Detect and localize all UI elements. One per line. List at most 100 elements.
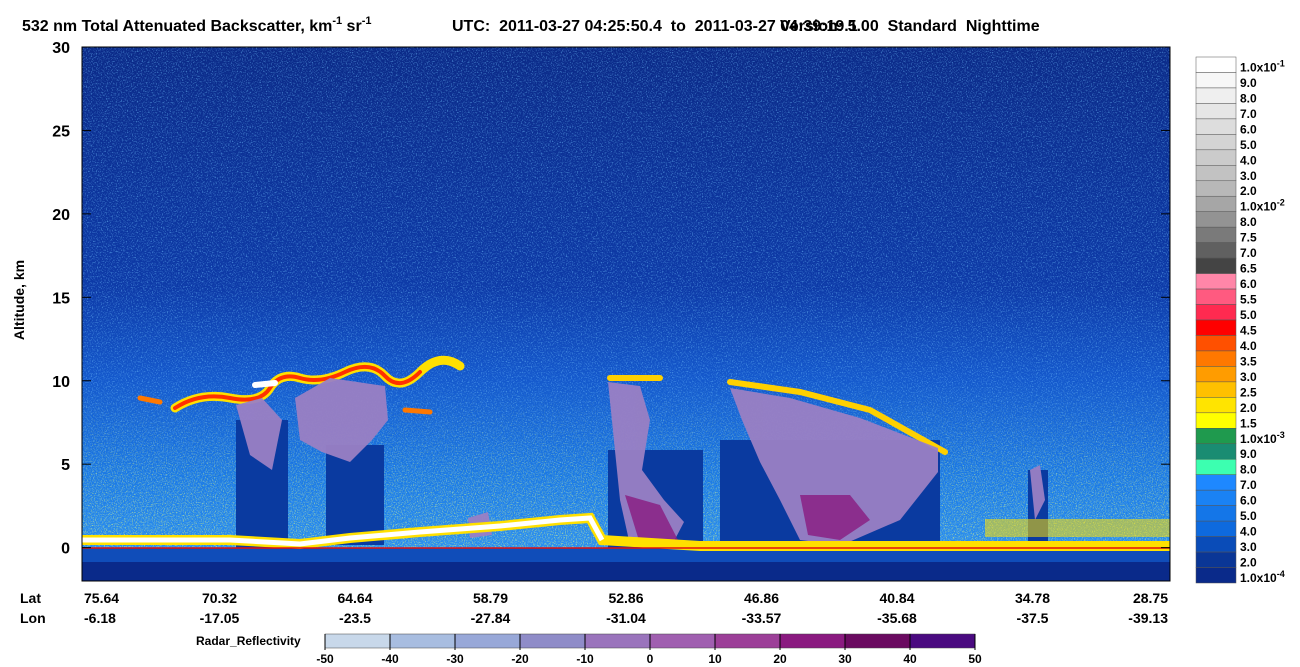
- radar-colorbar: Radar_Reflectivity -50 -40 -30 -20 -10 0 10 20 30…: [196, 633, 982, 666]
- colorbar-label-text: 9.0: [1240, 76, 1257, 90]
- x-row-name: Lon: [20, 610, 46, 626]
- y-tick-label: 25: [52, 123, 70, 140]
- colorbar-label-text: 6.0: [1240, 122, 1257, 136]
- colorbar-label-text: 3.0: [1240, 540, 1257, 554]
- colorbar-swatch: [1195, 103, 1237, 120]
- colorbar-swatch: [1195, 350, 1237, 367]
- colorbar: 1.0x10-19.08.07.06.05.04.03.02.01.0x10-2…: [1195, 56, 1285, 585]
- radar-core: [800, 495, 870, 540]
- colorbar-label-text: 5.5: [1240, 293, 1257, 307]
- attenuated-column: [326, 445, 384, 545]
- colorbar-label: 1.0x10-4: [1240, 569, 1285, 585]
- radar-core: [625, 495, 678, 544]
- colorbar-label: 8.0: [1240, 91, 1257, 105]
- radar-cores: [625, 495, 870, 544]
- radar-colorbar-tick-label: 10: [708, 652, 722, 666]
- colorbar-swatch: [1195, 149, 1237, 166]
- title-version: Version: 5.00 Standard Nighttime: [780, 18, 1040, 35]
- colorbar-label-text: 5.0: [1240, 308, 1257, 322]
- colorbar-swatch: [1195, 551, 1237, 568]
- x-tick-label: -27.84: [471, 610, 511, 626]
- radar-colorbar-swatch: [324, 633, 391, 649]
- radar-cloud: [1030, 465, 1045, 520]
- x-row-name: Lat: [20, 590, 41, 606]
- colorbar-swatch: [1195, 381, 1237, 398]
- colorbar-label: 7.0: [1240, 478, 1257, 492]
- colorbar-label: 4.0: [1240, 525, 1257, 539]
- colorbar-label-exponent: -2: [1277, 198, 1285, 208]
- radar-colorbar-tick-label: 0: [647, 652, 654, 666]
- colorbar-swatch: [1195, 366, 1237, 383]
- colorbar-swatch: [1195, 443, 1237, 460]
- plot-frame: [81, 46, 1171, 582]
- cloud-top-edge: [137, 395, 433, 415]
- backscatter-curtain: [81, 46, 1171, 582]
- radar-colorbar-swatch: [909, 633, 976, 649]
- x-axis: Lat 75.64 70.32 64.64 58.79 52.86 46.86 40.84 34…: [20, 590, 1168, 626]
- y-tick-label: 20: [52, 207, 70, 224]
- colorbar-label: 3.5: [1240, 354, 1257, 368]
- colorbar-label: 7.0: [1240, 246, 1257, 260]
- radar-cloud: [730, 388, 938, 545]
- x-tick-label: 40.84: [879, 590, 914, 606]
- title-superscript: -1: [332, 15, 342, 27]
- colorbar-label: 3.0: [1240, 540, 1257, 554]
- colorbar-label: 3.0: [1240, 169, 1257, 183]
- radar-clouds: [236, 378, 1045, 545]
- colorbar-label: 3.0: [1240, 370, 1257, 384]
- x-tick-label: 70.32: [202, 590, 237, 606]
- radar-colorbar-tick-label: -20: [511, 652, 529, 666]
- colorbar-label: 5.0: [1240, 138, 1257, 152]
- colorbar-label: 7.0: [1240, 107, 1257, 121]
- x-tick-label: 52.86: [608, 590, 643, 606]
- colorbar-label-text: 1.0x10: [1240, 200, 1277, 214]
- colorbar-swatch: [1195, 56, 1237, 73]
- colorbar-label: 5.0: [1240, 308, 1257, 322]
- cloud-top-edge: [607, 375, 948, 455]
- colorbar-swatch: [1195, 536, 1237, 553]
- x-tick-label: -6.18: [84, 610, 116, 626]
- colorbar-swatch: [1195, 257, 1237, 274]
- colorbar-label-text: 7.0: [1240, 107, 1257, 121]
- colorbar-label-text: 1.0x10: [1240, 571, 1277, 585]
- colorbar-swatch: [1195, 567, 1237, 584]
- colorbar-label: 8.0: [1240, 215, 1257, 229]
- colorbar-label: 2.0: [1240, 184, 1257, 198]
- y-tick-label: 0: [61, 541, 70, 558]
- colorbar-swatch: [1195, 428, 1237, 445]
- radar-colorbar-tick-label: 40: [903, 652, 917, 666]
- title-superscript: -1: [362, 15, 372, 27]
- colorbar-label: 1.0x10-1: [1240, 58, 1285, 74]
- colorbar-swatch: [1195, 458, 1237, 475]
- radar-colorbar-tick-label: 20: [773, 652, 787, 666]
- x-tick-label: -35.68: [877, 610, 917, 626]
- x-tick-label: 34.78: [1015, 590, 1050, 606]
- radar-colorbar-swatch: [714, 633, 781, 649]
- colorbar-swatch: [1195, 520, 1237, 537]
- colorbar-label-text: 2.0: [1240, 556, 1257, 570]
- x-tick-label: 58.79: [473, 590, 508, 606]
- y-tick-label: 15: [52, 290, 70, 307]
- cloud-top-edge: [173, 364, 422, 410]
- radar-colorbar-swatch: [454, 633, 521, 649]
- colorbar-label-text: 7.0: [1240, 246, 1257, 260]
- y-axis: 0 5 10 15 20 25 30: [52, 40, 1170, 558]
- colorbar-swatch: [1195, 118, 1237, 135]
- colorbar-swatch: [1195, 288, 1237, 305]
- colorbar-label-text: 8.0: [1240, 215, 1257, 229]
- subsurface-band: [82, 548, 1170, 562]
- radar-colorbar-swatch: [584, 633, 651, 649]
- radar-colorbar-tick-label: -50: [316, 652, 334, 666]
- colorbar-label: 9.0: [1240, 447, 1257, 461]
- radar-colorbar-swatch: [779, 633, 846, 649]
- x-tick-label: -37.5: [1017, 610, 1049, 626]
- colorbar-label: 6.5: [1240, 262, 1257, 276]
- colorbar-label-text: 1.5: [1240, 416, 1257, 430]
- x-tick-label: 28.75: [1133, 590, 1168, 606]
- colorbar-label-text: 8.0: [1240, 463, 1257, 477]
- colorbar-swatch: [1195, 304, 1237, 321]
- radar-colorbar-tick-label: 30: [838, 652, 852, 666]
- colorbar-label: 5.0: [1240, 509, 1257, 523]
- x-tick-label: -31.04: [606, 610, 646, 626]
